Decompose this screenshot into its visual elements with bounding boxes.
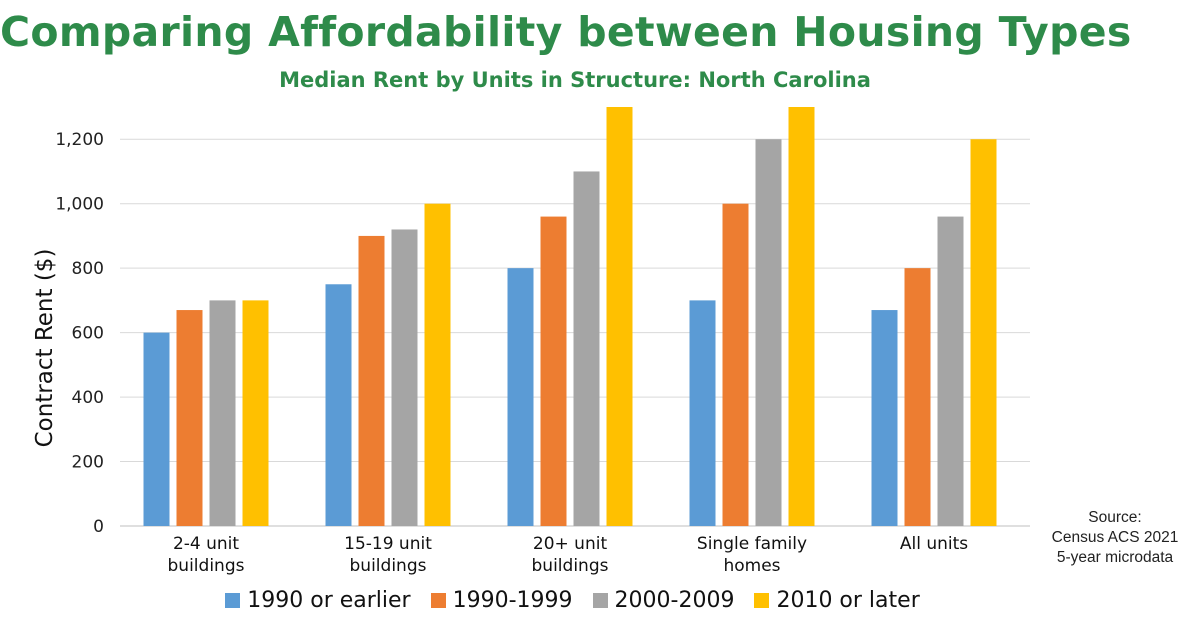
bar	[325, 284, 352, 526]
bars	[143, 107, 997, 527]
x-category-label: 20+ unit buildings	[532, 534, 609, 576]
legend: 1990 or earlier 1990-1999 2000-2009 2010 or…	[0, 588, 1145, 613]
legend-swatch	[430, 593, 446, 608]
x-category-label: All units	[900, 534, 968, 554]
y-tick-label: 600	[72, 324, 104, 344]
source-note: Source: Census ACS 2021 5-year microdata	[1030, 508, 1200, 568]
bar	[540, 216, 567, 527]
bar	[573, 171, 600, 526]
bar	[871, 310, 898, 526]
bar	[904, 268, 931, 526]
source-line: 5-year microdata	[1056, 549, 1174, 566]
y-axis-ticks: 0 200 400 600 800 1,000 1,200	[55, 130, 104, 537]
x-category-label: Single family homes	[697, 534, 807, 576]
bar	[507, 268, 534, 526]
legend-label: 2010 or later	[776, 588, 920, 613]
y-tick-label: 400	[72, 388, 104, 408]
x-category-label: 15-19 unit buildings	[344, 534, 432, 576]
bar	[209, 300, 236, 526]
page-title: Comparing Affordability between Housing …	[0, 8, 1132, 56]
bar	[788, 107, 815, 526]
bar	[755, 139, 782, 526]
legend-item: 2010 or later	[754, 588, 920, 613]
bar	[970, 139, 997, 526]
y-axis-title: Contract Rent ($)	[32, 249, 58, 448]
legend-item: 1990-1999	[430, 588, 573, 613]
bar	[143, 332, 170, 526]
legend-swatch	[592, 593, 608, 608]
y-tick-label: 1,200	[55, 130, 104, 150]
legend-label: 1990 or earlier	[247, 588, 411, 613]
y-tick-label: 0	[93, 517, 104, 537]
legend-swatch	[225, 593, 241, 608]
source-line: Census ACS 2021	[1051, 529, 1179, 546]
bar	[176, 310, 203, 526]
legend-item: 1990 or earlier	[225, 588, 411, 613]
legend-item: 2000-2009	[592, 588, 735, 613]
y-tick-label: 800	[72, 259, 104, 279]
legend-label: 1990-1999	[452, 588, 573, 613]
x-axis-categories: 2-4 unit buildings 15-19 unit buildings 20+ …	[168, 534, 969, 576]
bar	[424, 203, 451, 526]
bar	[689, 300, 716, 526]
bar	[358, 235, 385, 526]
legend-swatch	[754, 593, 770, 608]
y-tick-label: 200	[72, 453, 104, 473]
bar	[391, 229, 418, 526]
bar	[242, 300, 269, 526]
legend-label: 2000-2009	[614, 588, 735, 613]
x-category-label: 2-4 unit buildings	[168, 534, 245, 576]
source-line: Source:	[1088, 509, 1142, 526]
y-tick-label: 1,000	[55, 195, 104, 215]
bar	[722, 203, 749, 526]
bar	[606, 107, 633, 526]
bar	[937, 216, 964, 527]
chart-title: Median Rent by Units in Structure: North…	[279, 68, 871, 92]
